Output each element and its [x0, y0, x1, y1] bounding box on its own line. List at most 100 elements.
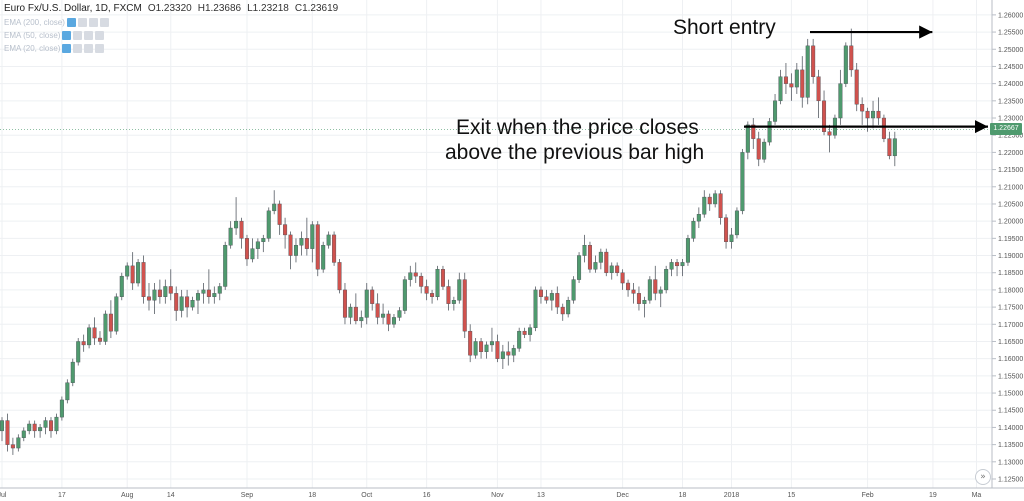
plus-icon[interactable]	[84, 31, 94, 40]
candle-body	[626, 282, 631, 291]
price-tick-label: 1.16000	[998, 356, 1023, 363]
price-axis-panel	[992, 0, 1024, 501]
candle-body	[446, 286, 451, 304]
candle-body	[32, 423, 37, 432]
candle-body	[0, 420, 4, 432]
settings-icon[interactable]	[73, 44, 83, 53]
candle-body	[522, 330, 527, 335]
price-tick-label: 1.17500	[998, 305, 1023, 312]
candle-body	[277, 203, 282, 225]
candle-body	[451, 300, 456, 304]
indicator-ema-200[interactable]: EMA (200, close)	[4, 18, 109, 27]
candle-body	[234, 220, 239, 229]
short-entry-annotation: Short entry	[673, 16, 776, 39]
candle-body	[528, 327, 533, 335]
candle-body	[332, 234, 337, 263]
candle-body	[239, 220, 244, 239]
candle-body	[849, 45, 854, 71]
plus-icon[interactable]	[84, 44, 94, 53]
time-tick-label: 18	[308, 492, 316, 499]
candle-body	[767, 121, 772, 143]
candle-body	[217, 286, 222, 294]
annotation-arrows	[744, 25, 988, 134]
candle-body	[724, 217, 729, 242]
candle-body	[473, 341, 478, 356]
price-axis[interactable]: 1.26000 1.25500 1.25000 1.24500 1.24000 1.235…	[992, 12, 1023, 484]
price-tick-label: 1.17000	[998, 322, 1023, 329]
candle-body	[538, 289, 543, 297]
exit-annotation-line2: above the previous bar high	[445, 141, 705, 164]
candle-body	[10, 444, 15, 449]
settings-icon[interactable]	[73, 31, 83, 40]
time-tick-label: Nov	[491, 492, 504, 499]
candle-body	[43, 420, 48, 428]
candle-body	[70, 361, 75, 383]
candle-body	[402, 279, 407, 311]
candle-body	[130, 265, 135, 284]
settings-icon[interactable]	[77, 18, 87, 27]
candle-body	[81, 341, 86, 346]
candle-body	[435, 269, 440, 297]
open-value: O1.23320	[147, 3, 192, 14]
candle-body	[549, 293, 554, 301]
time-tick-label: 19	[929, 492, 937, 499]
candle-body	[141, 262, 146, 297]
scroll-to-latest-button[interactable]: »	[975, 469, 991, 485]
candle-body	[609, 265, 614, 273]
candle-body	[223, 245, 228, 287]
candle-body	[54, 416, 59, 432]
indicator-ema-50[interactable]: EMA (50, close)	[4, 31, 105, 40]
close-icon[interactable]	[99, 18, 109, 27]
time-axis[interactable]: Jul 17 Aug 14 Sep 18 Oct 16 Nov 13 Dec 18 2018 15 Feb 1…	[0, 492, 981, 499]
close-icon[interactable]	[95, 31, 105, 40]
time-tick-label: Feb	[862, 492, 874, 499]
candle-body	[206, 289, 211, 297]
candle-body	[642, 300, 647, 304]
price-tick-label: 1.26000	[998, 12, 1023, 19]
candle-body	[811, 45, 816, 77]
price-tick-label: 1.13500	[998, 442, 1023, 449]
candle-body	[734, 210, 739, 236]
candle-body	[391, 317, 396, 325]
candle-body	[408, 272, 413, 280]
eye-icon[interactable]	[62, 31, 72, 40]
candle-body	[38, 427, 43, 432]
candle-body	[97, 337, 102, 342]
candle-body	[636, 293, 641, 304]
price-tick-label: 1.21000	[998, 184, 1023, 191]
candle-body	[495, 341, 500, 359]
candle-body	[718, 193, 723, 218]
candle-body	[604, 251, 609, 273]
candle-body	[375, 303, 380, 318]
candle-body	[266, 210, 271, 239]
candle-body	[337, 262, 342, 291]
candle-body	[566, 300, 571, 315]
candle-body	[65, 382, 70, 401]
candle-body	[484, 344, 489, 352]
low-value: L1.23218	[247, 3, 289, 14]
price-tick-label: 1.22000	[998, 150, 1023, 157]
indicator-ema-20[interactable]: EMA (20, close)	[4, 44, 105, 53]
price-tick-label: 1.12500	[998, 477, 1023, 484]
plus-icon[interactable]	[88, 18, 98, 27]
candle-body	[190, 300, 195, 308]
candle-body	[119, 275, 124, 297]
price-tick-label: 1.15000	[998, 391, 1023, 398]
candle-body	[593, 262, 598, 270]
indicator-label: EMA (50, close)	[4, 31, 61, 40]
candle-body	[756, 138, 761, 160]
candle-body	[577, 255, 582, 280]
price-tick-label: 1.16500	[998, 339, 1023, 346]
price-tick-label: 1.19500	[998, 236, 1023, 243]
close-icon[interactable]	[95, 44, 105, 53]
candle-body	[544, 296, 549, 301]
eye-icon[interactable]	[62, 44, 72, 53]
double-chevron-right-icon: »	[980, 472, 986, 482]
eye-icon[interactable]	[66, 18, 76, 27]
time-tick-label: 13	[537, 492, 545, 499]
time-tick-label: Oct	[361, 492, 372, 499]
time-tick-label: 17	[58, 492, 66, 499]
candle-body	[185, 296, 190, 308]
candle-body	[152, 289, 157, 301]
